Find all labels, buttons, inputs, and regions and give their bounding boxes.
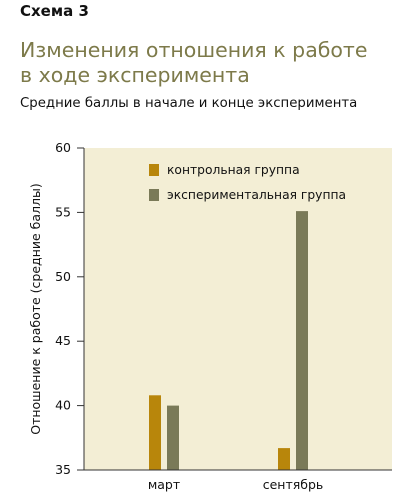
x-axis: март сентябрь bbox=[84, 469, 392, 492]
legend-swatch bbox=[149, 189, 159, 201]
x-tick-label: сентябрь bbox=[263, 477, 324, 492]
chart-title-line-1: Изменения отношения к работе bbox=[20, 38, 368, 62]
chart-subtitle: Средние баллы в начале и конце экспериме… bbox=[20, 96, 358, 111]
legend-label: экспериментальная группа bbox=[167, 188, 346, 202]
y-tick-label: 60 bbox=[55, 140, 71, 155]
bar-control-1 bbox=[278, 448, 290, 470]
plot-area bbox=[84, 148, 392, 470]
legend-label: контрольная группа bbox=[167, 163, 300, 177]
bar-control-0 bbox=[149, 395, 161, 470]
y-tick-label: 40 bbox=[55, 398, 71, 413]
chart-title: Изменения отношения к работе в ходе эксп… bbox=[20, 38, 390, 88]
scheme-label: Схема 3 bbox=[20, 2, 89, 20]
legend: контрольная группа экспериментальная груп… bbox=[149, 163, 346, 202]
y-tick-label: 55 bbox=[55, 204, 71, 219]
y-axis-label: Отношение к работе (средние баллы) bbox=[28, 183, 43, 435]
legend-swatch bbox=[149, 164, 159, 176]
bar-experimental-0 bbox=[167, 405, 179, 470]
x-tick-label: март bbox=[148, 477, 180, 492]
y-tick-label: 50 bbox=[55, 269, 71, 284]
bars bbox=[149, 211, 308, 470]
y-tick-label: 45 bbox=[55, 333, 71, 348]
chart-title-line-2: в ходе эксперимента bbox=[20, 63, 250, 87]
y-tick-label: 35 bbox=[55, 462, 71, 477]
bar-experimental-1 bbox=[296, 211, 308, 470]
y-axis: 35 40 45 50 55 60 bbox=[55, 140, 85, 477]
